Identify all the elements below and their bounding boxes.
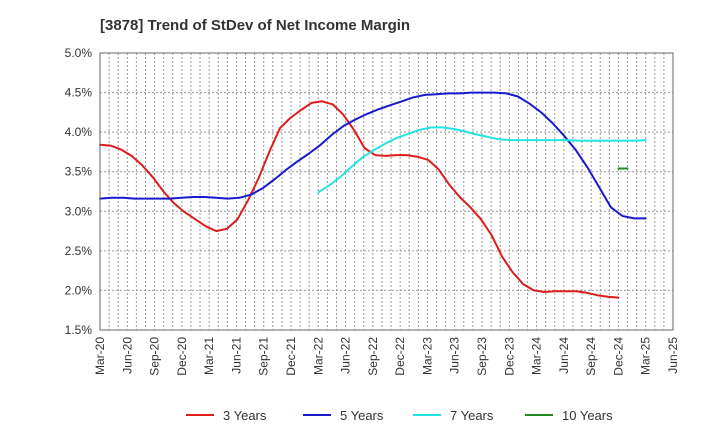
y-tick-label: 5.0% (65, 46, 93, 60)
x-tick-label: Mar-21 (202, 337, 216, 375)
grid (100, 52, 673, 331)
series-line-7-years (317, 126, 647, 194)
x-tick-label: Mar-25 (639, 337, 653, 375)
y-tick-label: 3.0% (65, 204, 93, 218)
y-tick-label: 4.0% (65, 125, 93, 139)
x-tick-label: Mar-24 (530, 337, 544, 375)
x-tick-label: Jun-23 (448, 337, 462, 374)
x-tick-label: Jun-25 (666, 337, 680, 374)
y-tick-label: 2.0% (65, 283, 93, 297)
x-tick-label: Dec-21 (284, 337, 298, 376)
x-tick-label: Jun-22 (339, 337, 353, 374)
legend-label: 5 Years (340, 408, 384, 423)
plot-frame (99, 52, 674, 331)
legend-label: 3 Years (223, 408, 267, 423)
series-line-3-years (99, 100, 620, 299)
chart-title: [3878] Trend of StDev of Net Income Marg… (100, 17, 410, 34)
x-tick-label: Jun-24 (557, 337, 571, 374)
x-tick-label: Sep-24 (584, 337, 598, 376)
legend-label: 7 Years (450, 408, 494, 423)
y-tick-label: 4.5% (65, 86, 93, 100)
legend: 3 Years 5 Years 7 Years 10 Years (186, 408, 613, 423)
series-lines (99, 91, 647, 299)
x-tick-label: Mar-22 (311, 337, 325, 375)
x-tick-label: Dec-20 (175, 337, 189, 376)
x-tick-label: Jun-20 (120, 337, 134, 374)
x-tick-label: Sep-23 (475, 337, 489, 376)
x-tick-label: Mar-20 (93, 337, 107, 375)
x-tick-label: Dec-24 (611, 337, 625, 376)
x-tick-label: Sep-22 (366, 337, 380, 376)
series-line-5-years (99, 91, 647, 220)
legend-label: 10 Years (562, 408, 613, 423)
y-tick-label: 2.5% (65, 244, 93, 258)
y-tick-label: 1.5% (65, 323, 93, 337)
y-axis-ticks: 1.5% 2.0% 2.5% 3.0% 3.5% 4.0% 4.5% 5.0% (65, 46, 93, 337)
x-tick-label: Dec-23 (502, 337, 516, 376)
x-tick-label: Mar-23 (420, 337, 434, 375)
x-tick-label: Dec-22 (393, 337, 407, 376)
x-tick-label: Sep-21 (257, 337, 271, 376)
x-tick-label: Sep-20 (148, 337, 162, 376)
y-tick-label: 3.5% (65, 165, 93, 179)
x-tick-label: Jun-21 (229, 337, 243, 374)
x-axis-ticks: Mar-20 Jun-20 Sep-20 Dec-20 Mar-21 Jun-21 Sep-… (93, 337, 680, 376)
